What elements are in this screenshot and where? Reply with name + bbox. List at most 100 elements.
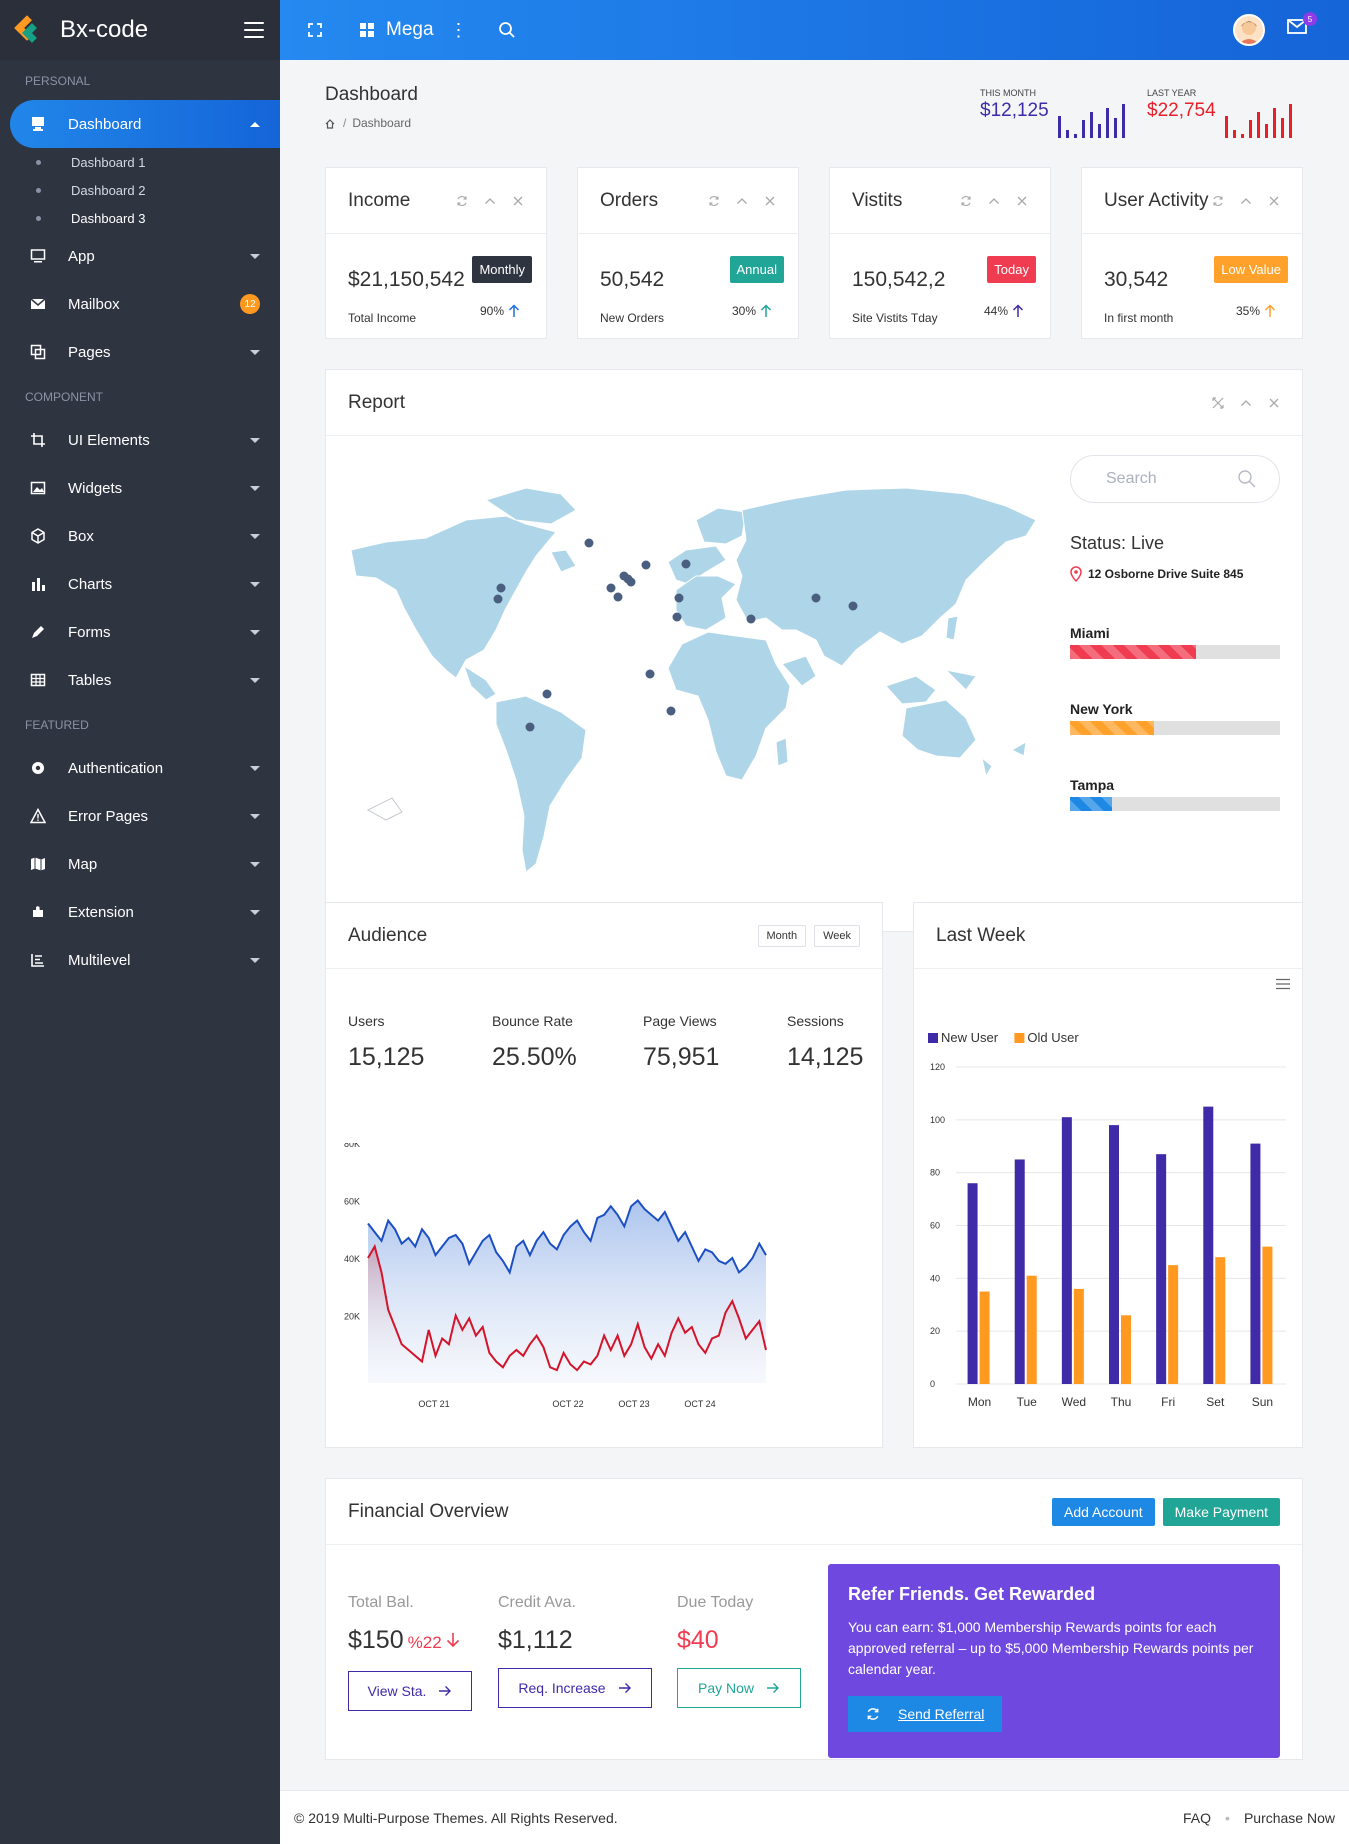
last-year-sparkbars (1225, 102, 1292, 138)
request-increase-button[interactable]: Req. Increase (498, 1668, 652, 1708)
search-icon[interactable] (496, 19, 518, 41)
sidebar-item-ui-elements[interactable]: UI Elements (0, 416, 280, 464)
add-account-button[interactable]: Add Account (1052, 1497, 1155, 1526)
bar[interactable] (1250, 1143, 1261, 1384)
user-avatar[interactable] (1233, 14, 1265, 46)
close-icon[interactable] (764, 195, 776, 207)
bar[interactable] (1014, 1159, 1025, 1384)
card-title: User Activity (1104, 189, 1209, 211)
status-address: 12 Osborne Drive Suite 845 (1070, 566, 1280, 582)
bar[interactable] (1156, 1154, 1167, 1384)
pay-now-button[interactable]: Pay Now (677, 1668, 801, 1708)
collapse-icon[interactable] (736, 195, 748, 207)
bar[interactable] (979, 1291, 990, 1384)
bar[interactable] (1073, 1288, 1084, 1384)
menu-toggle-icon[interactable] (244, 22, 264, 38)
mail-icon[interactable]: 5 (1287, 12, 1317, 36)
bar[interactable] (1026, 1275, 1037, 1384)
monitor-icon (28, 114, 48, 134)
sidebar-item-mailbox[interactable]: Mailbox 12 (0, 280, 280, 328)
map-search-box[interactable] (1070, 455, 1280, 503)
collapse-icon[interactable] (1240, 195, 1252, 207)
legend-label: New User (941, 1030, 999, 1045)
sidebar-item-pages[interactable]: Pages (0, 328, 280, 376)
menu-icon[interactable] (1276, 977, 1290, 993)
refresh-icon[interactable] (1212, 195, 1224, 207)
month-toggle-button[interactable]: Month (757, 924, 807, 947)
bar[interactable] (1121, 1315, 1131, 1384)
close-icon[interactable] (1268, 397, 1280, 409)
sidebar-item-multilevel[interactable]: Multilevel (0, 936, 280, 984)
map-search-input[interactable] (1106, 470, 1236, 488)
purchase-now-link[interactable]: Purchase Now (1243, 1809, 1335, 1826)
expand-icon[interactable] (1212, 396, 1224, 409)
refresh-icon[interactable] (708, 195, 720, 207)
sidebar-item-error-pages[interactable]: Error Pages (0, 792, 280, 840)
sidebar-subitem-dashboard-3[interactable]: Dashboard 3 (0, 204, 280, 232)
sidebar-item-app[interactable]: App (0, 232, 280, 280)
make-payment-button[interactable]: Make Payment (1162, 1497, 1280, 1526)
sidebar-item-authentication[interactable]: Authentication (0, 744, 280, 792)
bar[interactable] (1061, 1117, 1072, 1384)
x-tick-label: Thu (1111, 1395, 1132, 1409)
refresh-icon[interactable] (960, 195, 972, 207)
audience-area-chart[interactable]: 20K 40K 60K 80K OCT 21 OCT 22 OCT 23 OCT 24 (326, 1143, 882, 1433)
stat-percent: 30% (732, 304, 772, 318)
refresh-icon[interactable] (456, 195, 468, 207)
view-statement-button[interactable]: View Sta. (348, 1671, 472, 1711)
section-featured: FEATURED (25, 718, 89, 732)
kpi-users: Users 15,125 (348, 1013, 425, 1071)
sidebar-subitem-dashboard-2[interactable]: Dashboard 2 (0, 176, 280, 204)
close-icon[interactable] (1016, 195, 1028, 207)
stat-value: $21,150,542 (348, 268, 465, 291)
collapse-icon[interactable] (1240, 397, 1252, 409)
sidebar-subitem-dashboard-1[interactable]: Dashboard 1 (0, 148, 280, 176)
bar[interactable] (1168, 1265, 1179, 1384)
sidebar-item-charts[interactable]: Charts (0, 560, 280, 608)
settings-icon (28, 758, 48, 778)
last-week-bar-chart[interactable]: New User Old User 0 20 40 60 80 100 120 Mon Tue Wed… (914, 969, 1302, 1439)
faq-link[interactable]: FAQ (1183, 1809, 1212, 1826)
bar[interactable] (1203, 1106, 1214, 1384)
status-text: Status: Live (1070, 533, 1165, 553)
bar[interactable] (967, 1183, 978, 1384)
logo[interactable] (14, 15, 46, 45)
week-toggle-button[interactable]: Week (814, 924, 860, 947)
city-progress-tampa: Tampa (1070, 777, 1280, 811)
stat-caption: New Orders (600, 311, 665, 325)
pen-icon (28, 622, 48, 642)
bar[interactable] (1109, 1125, 1119, 1384)
city-progress-fill (1070, 721, 1154, 735)
sidebar-item-box[interactable]: Box (0, 512, 280, 560)
collapse-icon[interactable] (484, 195, 496, 207)
x-tick-label: OCT 24 (684, 1399, 715, 1409)
sidebar-item-label: Widgets (68, 479, 123, 497)
home-icon[interactable] (325, 118, 335, 129)
mega-menu-button[interactable]: Mega (360, 19, 434, 41)
sidebar-item-dashboard[interactable]: Dashboard (10, 100, 280, 148)
legend-label: Old User (1027, 1030, 1079, 1045)
kpi-page-views: Page Views 75,951 (643, 1013, 720, 1071)
bar[interactable] (1262, 1246, 1273, 1384)
search-icon[interactable] (1237, 469, 1257, 489)
chevron-down-icon (250, 909, 260, 915)
more-vertical-icon[interactable]: ⋮ (449, 20, 468, 40)
bar[interactable] (1215, 1257, 1226, 1384)
sidebar-item-forms[interactable]: Forms (0, 608, 280, 656)
page-header: Dashboard / Dashboard (325, 84, 418, 130)
sidebar-item-map[interactable]: Map (0, 840, 280, 888)
sidebar-item-extension[interactable]: Extension (0, 888, 280, 936)
close-icon[interactable] (1268, 195, 1280, 207)
send-referral-button[interactable]: Send Referral (848, 1696, 1003, 1732)
bar-chart-icon (28, 574, 48, 594)
collapse-icon[interactable] (988, 195, 1000, 207)
sidebar-item-label: App (68, 247, 95, 265)
sidebar-item-tables[interactable]: Tables (0, 656, 280, 704)
sidebar-item-widgets[interactable]: Widgets (0, 464, 280, 512)
world-map[interactable] (346, 480, 1046, 900)
visits-card: Vistits 150,542,2 Site Vistits Tday Toda… (829, 167, 1051, 339)
stat-percent: 44% (984, 304, 1024, 318)
close-icon[interactable] (512, 195, 524, 207)
fullscreen-icon[interactable] (304, 19, 326, 41)
mail-count-badge: 5 (1303, 12, 1317, 26)
